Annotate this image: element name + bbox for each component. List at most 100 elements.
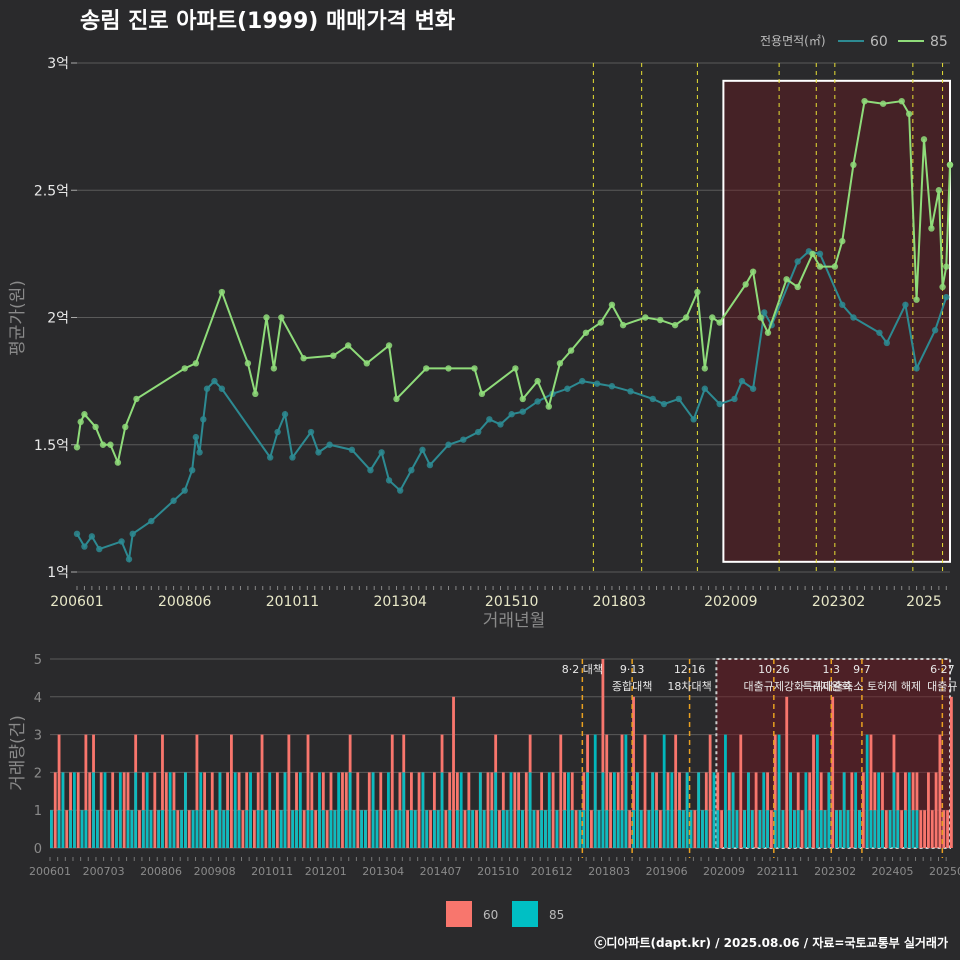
vol-bar-85-126	[532, 810, 536, 848]
data-point-85-13	[252, 390, 259, 398]
data-point-85-15	[270, 365, 278, 372]
vol-bar-85-189	[773, 810, 777, 848]
data-point-85-57	[879, 100, 887, 107]
vol-bar-85-12	[95, 810, 99, 848]
data-point-60-13	[200, 416, 207, 423]
legend-title: 전용면적(㎡)	[760, 34, 826, 48]
vol-bar-60-234	[946, 810, 949, 848]
vol-bar-60-50	[241, 810, 245, 848]
vol-bar-85-55	[260, 810, 264, 848]
vol-bar-85-14	[103, 772, 107, 848]
vol-bar-85-81	[360, 810, 364, 848]
data-point-85-42	[701, 365, 709, 372]
y-tick-label-3: 2.5억	[34, 183, 69, 199]
data-point-60-34	[475, 428, 482, 436]
data-point-60-12	[196, 449, 203, 456]
data-point-85-54	[839, 237, 846, 245]
data-point-85-64	[939, 283, 946, 291]
vol-bar-85-177	[727, 810, 731, 848]
vol-x-tick-label-6: 201304	[362, 865, 404, 878]
data-point-60-30	[419, 446, 426, 454]
vol-bar-85-107	[459, 772, 463, 848]
vol-bar-85-138	[578, 810, 582, 848]
vol-bar-85-208	[846, 810, 850, 848]
vol-bar-85-115	[490, 810, 494, 848]
data-point-85-34	[597, 319, 604, 326]
vol-bar-60-56	[264, 810, 268, 848]
vol-bar-85-39	[199, 772, 203, 848]
data-point-60-49	[690, 416, 697, 423]
data-point-60-52	[731, 395, 738, 403]
vol-bar-85-149	[620, 810, 624, 848]
data-point-85-21	[385, 342, 393, 349]
data-point-85-9	[181, 365, 188, 372]
data-point-85-2	[81, 411, 88, 418]
vol-bar-60-137	[574, 810, 578, 848]
data-point-85-56	[861, 97, 868, 105]
vol-bar-85-31	[168, 772, 172, 848]
vol-bar-85-25	[145, 772, 149, 848]
data-point-60-26	[378, 449, 385, 456]
vol-bar-85-113	[482, 810, 486, 848]
vol-bar-85-75	[337, 772, 341, 848]
vol-y-tick-label-2: 2	[34, 766, 42, 781]
vol-bar-60-38	[195, 734, 199, 848]
data-point-60-42	[579, 377, 586, 385]
data-point-60-9	[181, 487, 188, 494]
data-point-60-51	[716, 400, 723, 408]
data-point-60-17	[266, 454, 274, 461]
vol-bar-85-221	[896, 810, 900, 848]
vol-bar-85-0	[50, 810, 53, 848]
vol-bar-85-122	[517, 810, 521, 848]
data-point-60-6	[129, 530, 136, 538]
vol-bar-60-66	[302, 810, 306, 848]
vol-bar-85-147	[612, 772, 616, 848]
data-point-85-1	[77, 418, 84, 426]
vol-bar-85-128	[540, 810, 544, 848]
vol-bar-85-213	[865, 734, 869, 848]
vol-bar-60-149	[620, 734, 624, 848]
data-point-85-3	[92, 423, 99, 431]
vol-bar-85-219	[888, 810, 892, 848]
vol-bar-85-217	[881, 810, 884, 848]
legend-swatch-vol-85	[512, 901, 538, 927]
vol-bar-60-76	[341, 772, 344, 848]
data-point-60-19	[281, 411, 289, 418]
vol-bar-85-68	[310, 810, 314, 848]
vol-bar-85-110	[471, 810, 475, 848]
vol-bar-60-36	[187, 810, 191, 848]
y-tick-label-0: 1억	[47, 565, 69, 581]
vol-bar-85-143	[597, 810, 601, 848]
data-point-85-51	[809, 250, 816, 258]
vol-bar-85-185	[758, 810, 762, 848]
vol-bar-60-204	[831, 696, 835, 848]
y-axis-title: 평균가(원)	[8, 280, 28, 356]
vol-bar-60-144	[601, 659, 605, 848]
vol-x-tick-label-12: 202009	[703, 865, 745, 878]
vol-bar-85-38	[195, 810, 199, 848]
data-point-60-64	[902, 301, 909, 308]
vol-bar-85-223	[904, 810, 907, 848]
vol-bar-60-235	[950, 696, 953, 848]
vol-bar-85-26	[149, 810, 153, 848]
data-point-60-62	[876, 329, 883, 336]
vol-bar-85-161	[666, 810, 670, 848]
vol-x-tick-label-7: 201407	[420, 865, 462, 878]
vol-bar-85-78	[348, 772, 352, 848]
vol-bar-85-112	[478, 772, 482, 848]
data-point-85-22	[393, 395, 400, 403]
vol-bar-85-129	[544, 810, 547, 848]
vol-x-tick-label-4: 201011	[251, 865, 293, 878]
data-point-85-62	[928, 225, 935, 232]
vol-x-tick-label-5: 201201	[305, 865, 347, 878]
vol-bar-60-228	[923, 810, 927, 848]
vol-bar-85-123	[521, 810, 524, 848]
vol-x-tick-label-14: 202302	[814, 865, 856, 878]
data-point-60-38	[519, 408, 526, 415]
vol-bar-85-207	[842, 772, 846, 848]
data-point-85-63	[935, 187, 943, 194]
vol-bar-85-101	[436, 810, 440, 848]
x-tick-label-3: 201304	[373, 594, 427, 610]
data-point-60-14	[203, 385, 211, 392]
vol-bar-85-64	[295, 810, 298, 848]
